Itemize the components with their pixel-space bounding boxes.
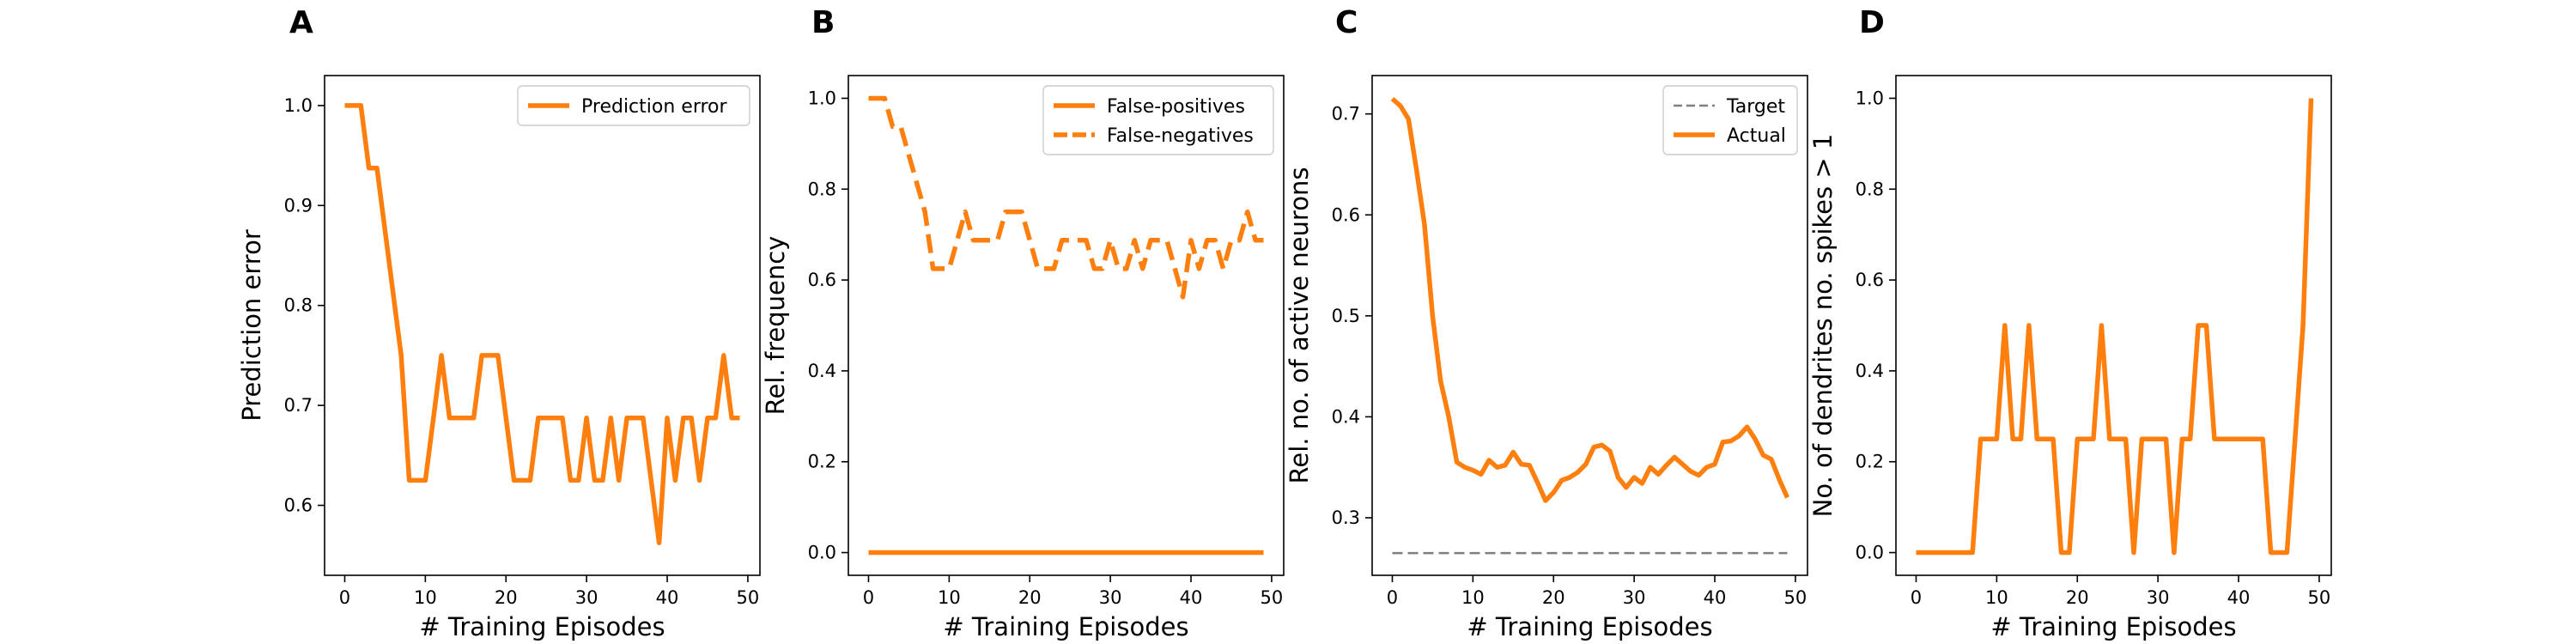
x-tick-label: 40	[656, 587, 679, 608]
y-tick-label: 0.0	[808, 543, 836, 563]
y-tick-label: 0.6	[1332, 204, 1360, 225]
legend-box	[1662, 85, 1798, 155]
y-axis-label: No. of dendrites no. spikes > 1	[1808, 134, 1838, 518]
y-tick-label: 0.4	[1332, 406, 1360, 427]
x-tick-label: 10	[414, 587, 437, 608]
axes-frame	[848, 75, 1285, 576]
y-axis-label: Rel. no. of active neurons	[1285, 167, 1314, 484]
x-axis-label: # Training Episodes	[419, 612, 665, 641]
y-tick-label: 0.8	[1856, 179, 1884, 199]
y-tick-label: 0.4	[1856, 361, 1884, 381]
y-tick-label: 0.0	[1856, 543, 1884, 563]
y-tick-label: 1.0	[284, 95, 313, 116]
x-axis-label: # Training Episodes	[1990, 612, 2236, 641]
y-tick-label: 0.2	[808, 452, 836, 472]
x-tick-label: 30	[1623, 587, 1646, 608]
legend-entry: False-positives	[1107, 96, 1245, 118]
x-tick-label: 20	[1542, 587, 1565, 608]
axes-frame	[324, 75, 761, 576]
series-line-data	[1916, 98, 2314, 556]
panel-letter: A	[289, 5, 313, 40]
x-tick-label: 50	[1784, 587, 1807, 608]
x-tick-label: 30	[575, 587, 598, 608]
y-tick-label: 0.6	[808, 270, 836, 290]
y-tick-label: 0.4	[808, 361, 836, 381]
y-tick-label: 1.0	[1856, 88, 1884, 108]
x-tick-label: 20	[2066, 587, 2089, 608]
x-tick-label: 40	[2227, 587, 2251, 608]
x-axis-label: # Training Episodes	[1467, 612, 1712, 641]
legend-entry: Target	[1726, 96, 1785, 118]
y-tick-label: 0.5	[1332, 306, 1360, 326]
x-tick-label: 30	[1099, 587, 1122, 608]
x-tick-label: 50	[1261, 587, 1284, 608]
panel-b: B 0 10 20 30 40 50 0.0 0.2 0.4 0.6 0.8 1.0 # Trainin…	[761, 5, 1285, 641]
legend: Target Actual	[1662, 85, 1798, 155]
x-tick-label: 10	[938, 587, 961, 608]
x-tick-label: 40	[1180, 587, 1203, 608]
x-tick-label: 30	[2147, 587, 2170, 608]
x-tick-label: 50	[737, 587, 760, 608]
panel-a: A 0 10 20 30 40 50 0.6 0.7 0.8 0.9 1.0 # Training E…	[237, 5, 761, 641]
y-tick-label: 0.9	[284, 195, 313, 216]
x-tick-label: 0	[339, 587, 350, 608]
x-tick-label: 0	[1387, 587, 1398, 608]
x-tick-label: 40	[1704, 587, 1727, 608]
y-tick-label: 0.3	[1332, 507, 1360, 528]
y-axis-label: Rel. frequency	[761, 236, 790, 416]
panel-letter: C	[1335, 5, 1358, 40]
axes-frame	[1371, 75, 1808, 576]
panel-letter: B	[811, 5, 835, 40]
x-tick-label: 0	[1911, 587, 1922, 608]
x-tick-label: 10	[1461, 587, 1485, 608]
legend-entry: False-negatives	[1107, 125, 1254, 147]
legend-entry: Prediction error	[581, 96, 727, 118]
y-tick-label: 0.6	[284, 495, 313, 516]
x-axis-label: # Training Episodes	[943, 612, 1188, 641]
x-tick-label: 20	[1018, 587, 1042, 608]
y-tick-label: 0.7	[284, 395, 313, 416]
panel-letter: D	[1859, 5, 1885, 40]
x-tick-label: 0	[863, 587, 874, 608]
legend-box	[1042, 85, 1274, 155]
axes-frame	[1895, 75, 2332, 576]
legend: False-positives False-negatives	[1042, 85, 1274, 155]
series-line-false-negatives	[868, 95, 1264, 300]
series-line-actual	[1390, 96, 1790, 503]
y-tick-label: 0.7	[1332, 104, 1360, 125]
y-tick-label: 0.8	[284, 295, 313, 316]
y-tick-label: 0.8	[808, 179, 836, 199]
y-tick-label: 0.6	[1856, 270, 1884, 290]
y-axis-label: Prediction error	[237, 229, 266, 422]
x-tick-label: 20	[495, 587, 518, 608]
x-tick-label: 50	[2308, 587, 2331, 608]
x-tick-label: 10	[1985, 587, 2008, 608]
legend-box	[517, 85, 750, 126]
series-line-prediction-error	[344, 103, 740, 545]
panel-c: C 0 10 20 30 40 50 0.3 0.4 0.5 0.6 0.7 # Training E…	[1285, 5, 1808, 641]
y-tick-label: 0.2	[1856, 452, 1884, 472]
y-tick-label: 1.0	[808, 88, 836, 108]
panel-d: D 0 10 20 30 40 50 0.0 0.2 0.4 0.6 0.8 1.0 # Trainin…	[1808, 5, 2332, 641]
legend-entry: Actual	[1727, 125, 1786, 147]
legend: Prediction error	[517, 85, 750, 126]
